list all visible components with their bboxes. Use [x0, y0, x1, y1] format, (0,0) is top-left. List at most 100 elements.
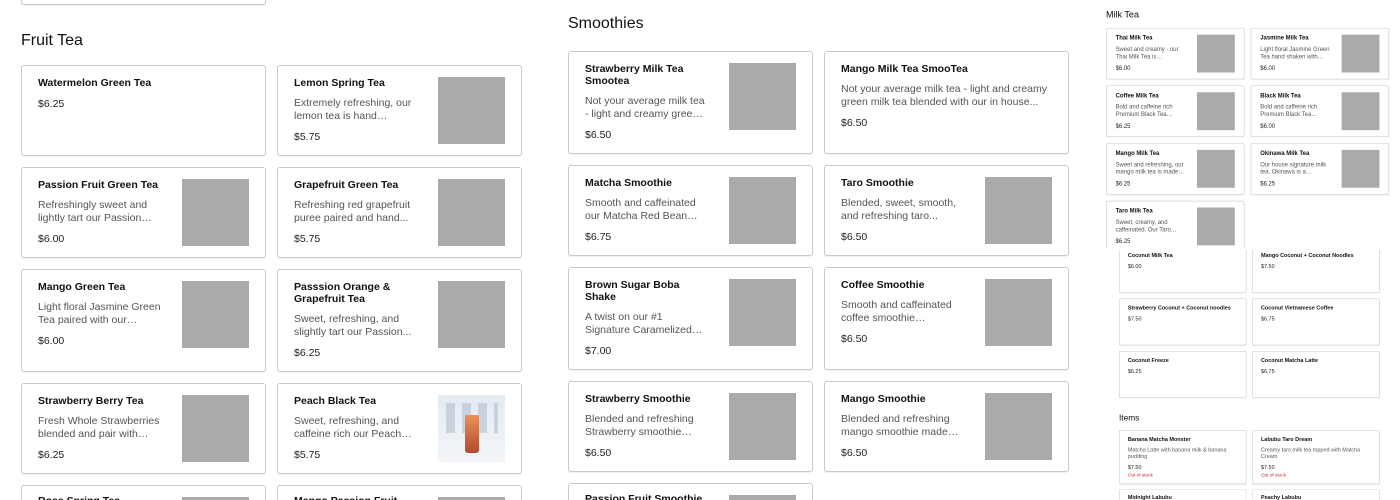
image-placeholder — [729, 279, 796, 346]
menu-item-card[interactable]: Grapefruit Green Tea Refreshing red grape… — [277, 167, 522, 258]
menu-item-card[interactable]: Strawberry Milk Tea Smootea Not your aver… — [568, 51, 813, 154]
menu-item-card[interactable]: Passion Fruit Smoothie — [568, 483, 813, 500]
menu-item-card[interactable]: Passion Fruit Green Tea Refreshingly swee… — [21, 167, 266, 258]
image-placeholder — [438, 77, 505, 144]
menu-item-card[interactable]: Thai Milk Tea Sweet and creamy - our Thai… — [1106, 27, 1245, 80]
item-text: Brown Sugar Boba Shake A twist on our #1 … — [585, 279, 796, 357]
menu-item-card[interactable]: Peachy Labubu — [1252, 489, 1380, 500]
item-description: Sweet, creamy, and caffeinated. Our Taro… — [1115, 218, 1171, 233]
item-name: Mango Passion Fruit Green — [294, 495, 417, 500]
item-text: Labubu Taro Dream Creamy taro milk tea to… — [1261, 436, 1371, 477]
menu-section-items: Items Banana Matcha Monster Matcha Latte w… — [1119, 407, 1380, 500]
item-name: Mango Milk Tea SmooTea — [841, 63, 968, 75]
item-text: Mango Green Tea Light floral Jasmine Gree… — [38, 281, 249, 347]
image-placeholder — [182, 179, 249, 246]
menu-item-card[interactable]: Peach Black Tea Sweet, refreshing, and ca… — [277, 383, 522, 474]
item-price: $6.50 — [841, 117, 868, 129]
item-text: Taro Milk Tea Sweet, creamy, and caffeina… — [1116, 208, 1235, 245]
item-text: Strawberry Smoothie Blended and refreshin… — [585, 393, 796, 459]
image-placeholder — [985, 177, 1052, 244]
menu-item-card[interactable]: Mango Passion Fruit Green — [277, 485, 522, 500]
image-placeholder — [985, 279, 1052, 346]
menu-item-card[interactable]: Labubu Taro Dream Creamy taro milk tea to… — [1252, 430, 1380, 485]
menu-section-fruit-tea: Fruit Tea Watermelon Green Tea $6.25 Lemon … — [21, 28, 522, 500]
item-text: Mango Smoothie Blended and refreshing man… — [841, 393, 1052, 459]
menu-item-card[interactable]: Coffee Smoothie Smooth and caffeinated co… — [824, 267, 1069, 370]
item-description: Blended, sweet, smooth, and refreshing t… — [841, 197, 956, 222]
item-description: Blended and refreshing mango smoothie ma… — [841, 413, 950, 438]
item-price: $7.50 — [1127, 315, 1142, 322]
menu-item-card[interactable]: Strawberry Coconut + Coconut noodles $7.5… — [1119, 298, 1247, 346]
item-description: Not your average milk tea - light and cr… — [841, 83, 1048, 108]
item-description: Our house signature milk tea. Okinawa is… — [1260, 161, 1327, 176]
menu-item-card[interactable]: Okinawa Milk Tea Our house signature milk… — [1250, 143, 1390, 195]
menu-item-card[interactable]: Brown Sugar Boba Shake A twist on our #1 … — [568, 267, 813, 370]
item-text: Mango Coconut + Coconut Noodles $7.50 — [1261, 252, 1371, 269]
item-name: Brown Sugar Boba Shake — [585, 279, 680, 303]
item-description: Bold and caffeine rich Premium Black Tea… — [1260, 103, 1318, 118]
item-name: Okinawa Milk Tea — [1260, 149, 1310, 157]
item-price: $7.50 — [1260, 464, 1275, 471]
item-price: $6.25 — [1115, 122, 1131, 130]
item-description: Not your average milk tea - light and cr… — [585, 95, 705, 120]
image-placeholder — [1341, 92, 1380, 131]
item-text: Banana Matcha Monster Matcha Latte with b… — [1128, 436, 1238, 477]
image-placeholder — [182, 497, 249, 500]
menu-item-card[interactable]: Taro Milk Tea Sweet, creamy, and caffeina… — [1106, 200, 1245, 248]
item-name: Lemon Spring Tea — [294, 77, 385, 89]
menu-item-card[interactable]: Watermelon Green Tea $6.25 — [21, 65, 266, 156]
item-price: $6.75 — [1260, 368, 1275, 375]
menu-item-card[interactable]: Strawberry Berry Tea Fresh Whole Strawber… — [21, 383, 266, 474]
item-price: $6.25 — [38, 449, 65, 461]
menu-item-card[interactable]: Black Milk Tea Bold and caffeine rich Pre… — [1250, 85, 1390, 137]
item-description: Sweet and refreshing, our mango milk tea… — [1115, 161, 1184, 176]
menu-item-card[interactable] — [21, 0, 266, 5]
item-price: $7.50 — [1260, 263, 1275, 270]
menu-item-card[interactable]: Passsion Orange & Grapefruit Tea Sweet, r… — [277, 269, 522, 372]
menu-item-card[interactable]: Mango Coconut + Coconut Noodles $7.50 — [1252, 250, 1380, 293]
item-description: Sweet and creamy - our Thai Milk Tea is … — [1115, 45, 1179, 60]
item-name: Midnight Labubu — [1127, 494, 1172, 500]
item-name: Banana Matcha Monster — [1127, 436, 1191, 443]
menu-item-card[interactable]: Mango Milk Tea Sweet and refreshing, our … — [1106, 143, 1245, 195]
section-heading: Items — [1119, 413, 1140, 423]
image-placeholder — [1341, 149, 1380, 188]
image-placeholder — [438, 179, 505, 246]
item-text: Lemon Spring Tea Extremely refreshing, ou… — [294, 77, 505, 143]
menu-item-card[interactable]: Midnight Labubu — [1119, 489, 1247, 500]
item-name: Mango Milk Tea — [1115, 149, 1160, 157]
item-name: Jasmine Milk Tea — [1260, 34, 1309, 42]
item-description: Sweet, refreshing, and slightly tart our… — [294, 313, 412, 338]
menu-item-card[interactable]: Coffee Milk Tea Bold and caffeine rich Pr… — [1106, 85, 1245, 137]
item-description: Refreshing red grapefruit puree paired a… — [294, 199, 411, 224]
item-text: Strawberry Milk Tea Smootea Not your aver… — [585, 63, 796, 141]
menu-item-card[interactable]: Coconut Milk Tea $6.00 — [1119, 250, 1247, 293]
item-grid — [21, 0, 522, 5]
menu-item-card[interactable]: Jasmine Milk Tea Light floral Jasmine Gre… — [1250, 27, 1390, 80]
image-placeholder — [1196, 92, 1235, 131]
menu-item-card[interactable]: Strawberry Smoothie Blended and refreshin… — [568, 381, 813, 472]
item-text: Coconut Matcha Latte $6.75 — [1261, 357, 1371, 374]
item-price: $6.00 — [38, 335, 65, 347]
menu-item-card[interactable]: Taro Smoothie Blended, sweet, smooth, and… — [824, 165, 1069, 256]
menu-section-item — [21, 0, 522, 5]
menu-item-card[interactable]: Lemon Spring Tea Extremely refreshing, ou… — [277, 65, 522, 156]
menu-item-card[interactable]: Mango Green Tea Light floral Jasmine Gree… — [21, 269, 266, 372]
item-name: Mango Coconut + Coconut Noodles — [1260, 252, 1354, 259]
menu-item-card[interactable]: Mango Milk Tea SmooTea Not your average m… — [824, 51, 1069, 154]
milk-tea-panel: Milk Tea Thai Milk Tea Sweet and creamy - … — [1106, 0, 1396, 248]
item-name: Coconut Milk Tea — [1127, 252, 1173, 259]
menu-item-card[interactable]: Banana Matcha Monster Matcha Latte with b… — [1119, 430, 1247, 485]
item-price: $6.50 — [841, 231, 868, 243]
menu-item-card[interactable]: Rose Spring Tea — [21, 485, 266, 500]
menu-item-card[interactable]: Coconut Freeze $6.25 — [1119, 351, 1247, 398]
menu-item-card[interactable]: Matcha Smoothie Smooth and caffeinated ou… — [568, 165, 813, 256]
image-placeholder — [1341, 34, 1380, 73]
item-name: Coconut Freeze — [1127, 357, 1169, 364]
menu-section-item: Coconut Milk Tea $6.00 Mango Coconut + Coc… — [1119, 250, 1380, 398]
image-placeholder — [1196, 149, 1235, 188]
menu-item-card[interactable]: Coconut Matcha Latte $6.75 — [1252, 351, 1380, 398]
item-name: Coconut Matcha Latte — [1260, 357, 1318, 364]
menu-item-card[interactable]: Coconut Vietnamese Coffee $6.75 — [1252, 298, 1380, 346]
menu-item-card[interactable]: Mango Smoothie Blended and refreshing man… — [824, 381, 1069, 472]
